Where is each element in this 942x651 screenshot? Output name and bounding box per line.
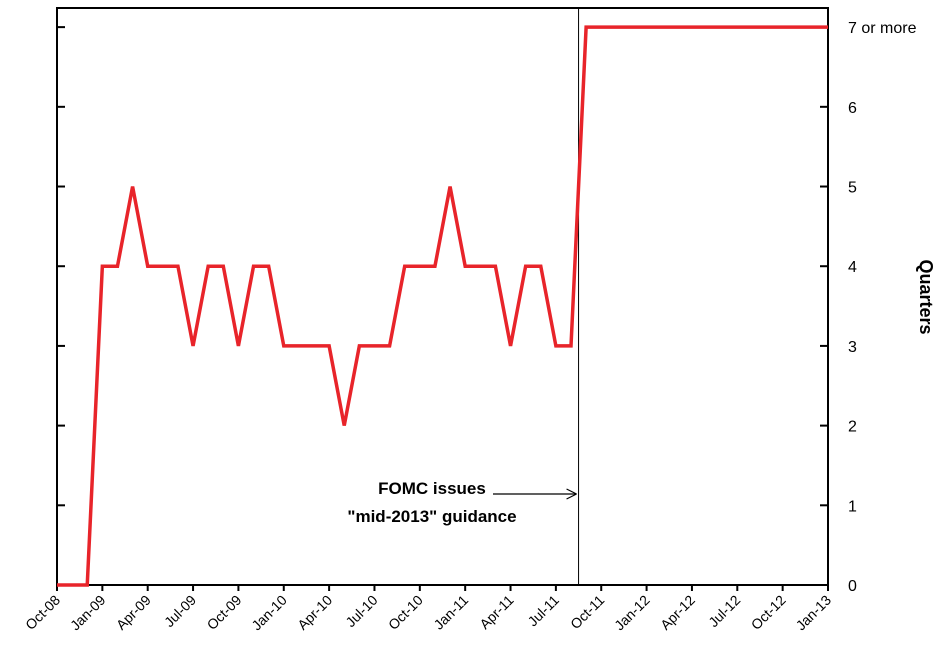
data-line xyxy=(57,25,828,587)
x-tick-label: Jan-09 xyxy=(67,592,109,634)
x-tick-label: Jan-13 xyxy=(793,592,835,634)
x-tick-label: Apr-09 xyxy=(113,592,154,633)
x-tick-label: Apr-10 xyxy=(294,592,335,633)
x-tick-label: Jan-12 xyxy=(611,592,653,634)
x-tick-label: Jul-11 xyxy=(524,592,562,630)
x-tick-label: Oct-10 xyxy=(385,592,426,633)
annotation: FOMC issues xyxy=(378,479,486,498)
y-tick-label: 4 xyxy=(848,259,857,276)
x-tick-label: Oct-09 xyxy=(204,592,245,633)
y-tick-label: 3 xyxy=(848,339,857,356)
x-tick-label: Jan-11 xyxy=(430,592,471,633)
x-tick-label: Oct-08 xyxy=(22,592,63,633)
x-tick-label: Jan-10 xyxy=(248,592,290,634)
x-tick-label: Jul-10 xyxy=(342,592,380,630)
x-tick-label: Apr-12 xyxy=(657,592,698,633)
y-tick-label: 5 xyxy=(848,180,857,197)
y-tick-label: 6 xyxy=(848,100,857,117)
plot-frame xyxy=(56,7,829,586)
annotation: "mid-2013" guidance xyxy=(347,507,516,526)
x-tick-label: Oct-12 xyxy=(748,592,789,633)
x-tick-label: Apr-11 xyxy=(476,592,516,632)
x-tick-label: Jul-09 xyxy=(161,592,199,630)
x-tick-label: Oct-11 xyxy=(567,592,607,632)
y-tick-label: 1 xyxy=(848,498,857,515)
y-axis-label: Quarters xyxy=(916,259,936,334)
x-tick-label: Jul-12 xyxy=(705,592,743,630)
y-tick-label: 0 xyxy=(848,578,857,595)
y-tick-label: 7 or more xyxy=(848,20,917,37)
annotation-arrowhead xyxy=(566,488,577,500)
y-tick-label: 2 xyxy=(848,419,857,436)
